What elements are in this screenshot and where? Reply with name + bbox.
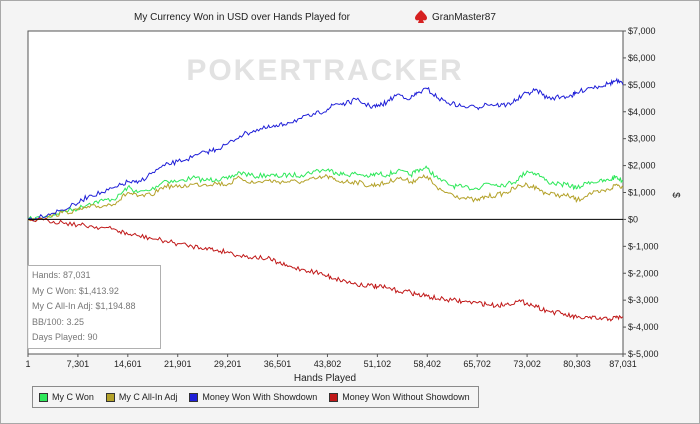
y-tick-label: $-2,000 bbox=[628, 268, 659, 278]
legend-swatch bbox=[105, 392, 115, 402]
stat-hands: Hands: 87,031 bbox=[32, 270, 91, 280]
legend: My C Won My C All-In Adj Money Won With … bbox=[32, 386, 479, 408]
x-tick-label: 1 bbox=[25, 359, 30, 369]
legend-label: My C Won bbox=[52, 392, 94, 402]
x-tick-label: 29,201 bbox=[214, 359, 242, 369]
stat-my-c-won: My C Won: $1,413.92 bbox=[32, 285, 119, 296]
y-tick-label: $-1,000 bbox=[628, 241, 659, 251]
chart-title: My Currency Won in USD over Hands Played… bbox=[134, 12, 351, 23]
series-layer bbox=[27, 77, 624, 322]
stat-days-played: Days Played: 90 bbox=[32, 332, 98, 342]
y-tick-label: $2,000 bbox=[628, 161, 656, 171]
x-tick-label: 87,031 bbox=[609, 359, 637, 369]
y-tick-label: $4,000 bbox=[628, 107, 656, 117]
x-tick-label: 58,402 bbox=[414, 359, 442, 369]
legend-label: Money Won With Showdown bbox=[202, 392, 318, 402]
y-tick-label: $6,000 bbox=[628, 53, 656, 63]
x-tick-label: 14,601 bbox=[114, 359, 142, 369]
watermark: POKERTRACKER bbox=[186, 54, 463, 87]
stat-bb100: BB/100: 3.25 bbox=[32, 316, 85, 327]
y-tick-label: $-4,000 bbox=[628, 322, 659, 332]
series-line-0 bbox=[27, 165, 624, 222]
y-axis-label: $ bbox=[670, 192, 681, 198]
y-tick-label: $1,000 bbox=[628, 188, 656, 198]
legend-swatch bbox=[189, 392, 199, 402]
legend-swatch bbox=[329, 392, 339, 402]
legend-item-all-in-adj: My C All-In Adj bbox=[105, 392, 178, 402]
legend-item-with-showdown: Money Won With Showdown bbox=[189, 392, 317, 402]
y-tick-label: $7,000 bbox=[628, 26, 656, 36]
y-axis: $7,000 $6,000 $5,000 $4,000 $3,000 $2,000 $1,0… bbox=[623, 26, 659, 359]
y-tick-label: $-3,000 bbox=[628, 295, 659, 305]
y-tick-label: $3,000 bbox=[628, 134, 656, 144]
player-name: GranMaster87 bbox=[432, 12, 496, 23]
x-tick-label: 7,301 bbox=[67, 359, 90, 369]
y-tick-label: $5,000 bbox=[628, 80, 656, 90]
stats-box: Hands: 87,031 My C Won: $1,413.92 My C A… bbox=[27, 265, 161, 349]
legend-item-without-showdown: Money Won Without Showdown bbox=[329, 392, 470, 402]
spade-shape bbox=[415, 10, 427, 23]
x-axis-label: Hands Played bbox=[294, 373, 356, 384]
y-tick-label: $-5,000 bbox=[628, 349, 659, 359]
x-tick-label: 65,702 bbox=[463, 359, 491, 369]
series-line-1 bbox=[27, 173, 624, 222]
x-tick-label: 21,901 bbox=[164, 359, 192, 369]
legend-label: Money Won Without Showdown bbox=[342, 392, 470, 402]
x-tick-label: 80,303 bbox=[563, 359, 591, 369]
x-tick-label: 73,002 bbox=[513, 359, 541, 369]
legend-label: My C All-In Adj bbox=[118, 392, 178, 402]
x-axis: 1 7,301 14,601 21,901 29,201 36,501 43,802 51,1… bbox=[25, 354, 637, 369]
legend-item-my-c-won: My C Won bbox=[39, 392, 94, 402]
series-line-2 bbox=[27, 77, 624, 222]
y-tick-label: $0 bbox=[628, 214, 638, 224]
x-tick-label: 43,802 bbox=[314, 359, 342, 369]
spade-icon bbox=[415, 10, 427, 23]
x-tick-label: 51,102 bbox=[364, 359, 392, 369]
legend-swatch bbox=[39, 392, 48, 402]
x-tick-label: 36,501 bbox=[264, 359, 292, 369]
stat-all-in-adj: My C All-In Adj: $1,194.88 bbox=[32, 301, 136, 311]
series-line-3 bbox=[27, 217, 624, 322]
